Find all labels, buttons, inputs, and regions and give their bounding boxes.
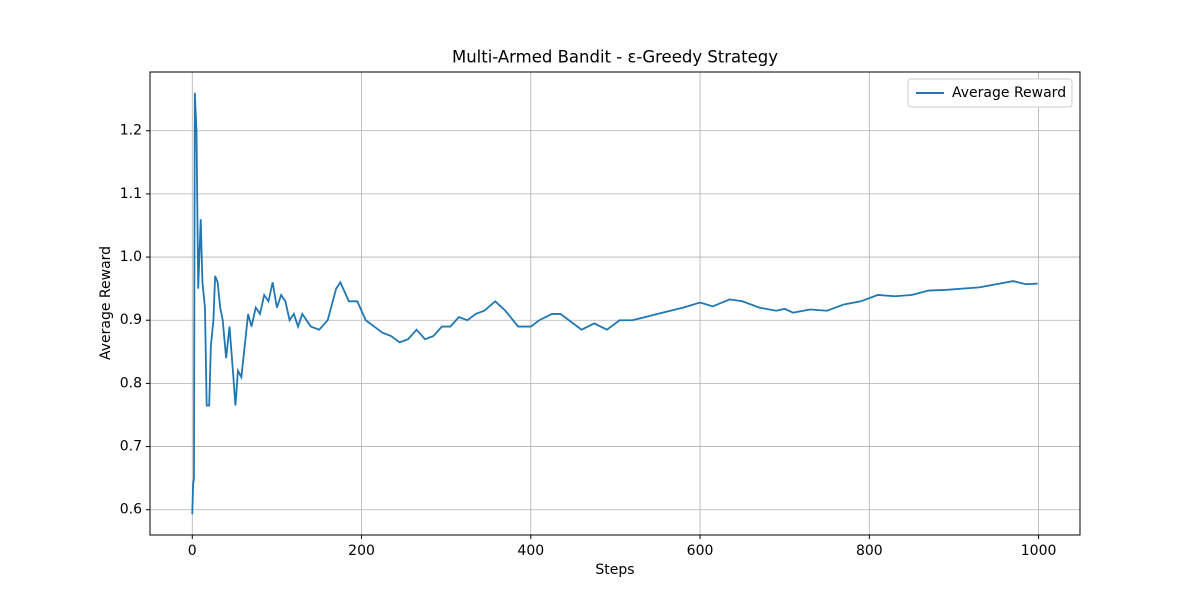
y-tick-label: 1.0 bbox=[120, 249, 142, 265]
legend-label: Average Reward bbox=[952, 85, 1066, 101]
y-tick-label: 0.9 bbox=[120, 312, 142, 328]
y-axis-label: Average Reward bbox=[98, 246, 114, 360]
x-tick-label: 400 bbox=[517, 543, 544, 559]
x-tick-label: 0 bbox=[188, 543, 197, 559]
x-tick-label: 1000 bbox=[1021, 543, 1057, 559]
data-line bbox=[191, 92, 1038, 515]
y-tick-label: 0.7 bbox=[120, 439, 142, 455]
y-tick-label: 1.2 bbox=[120, 123, 142, 139]
y-tick-label: 0.6 bbox=[120, 502, 142, 518]
chart-title: Multi-Armed Bandit - ε-Greedy Strategy bbox=[452, 48, 778, 67]
x-tick-label: 200 bbox=[348, 543, 375, 559]
x-tick-label: 800 bbox=[856, 543, 883, 559]
x-tick-label: 600 bbox=[687, 543, 714, 559]
legend-box bbox=[907, 78, 1073, 108]
y-tick-label: 1.1 bbox=[120, 186, 142, 202]
x-axis-label: Steps bbox=[595, 562, 634, 578]
y-tick-label: 0.8 bbox=[120, 375, 142, 391]
plot-frame bbox=[149, 71, 1081, 536]
